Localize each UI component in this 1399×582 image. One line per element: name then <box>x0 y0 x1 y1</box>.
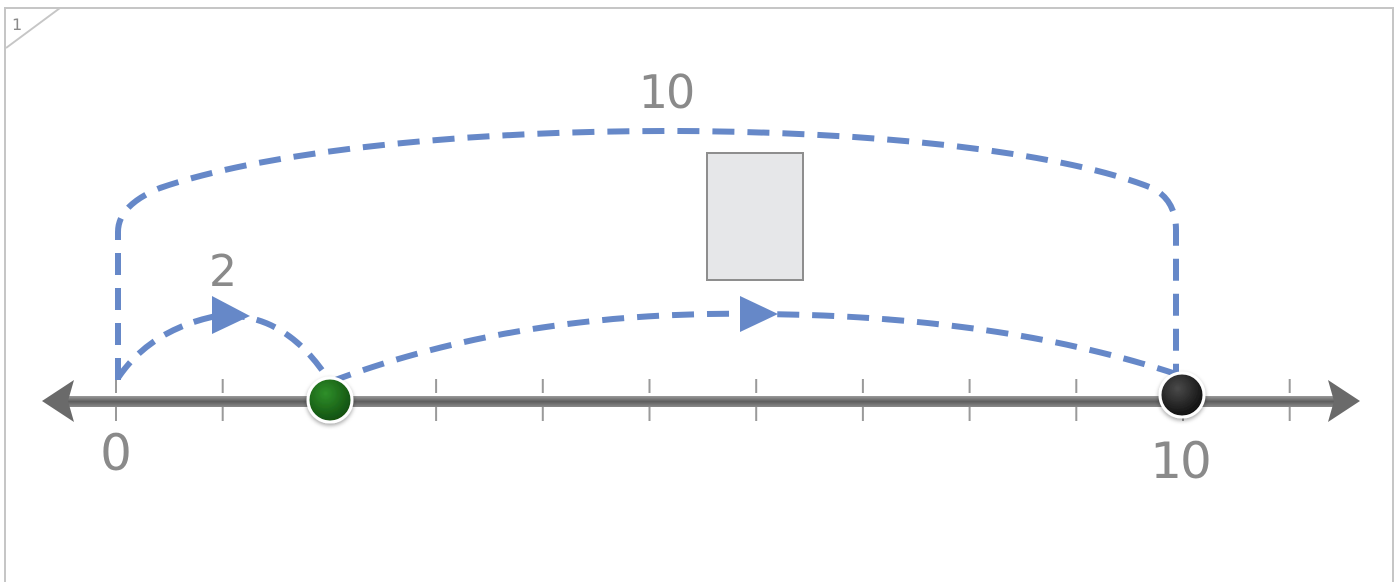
worksheet-card <box>4 7 1394 582</box>
answer-box[interactable] <box>706 152 804 281</box>
big-jump-label: 10 <box>639 65 694 119</box>
page-corner: 1 <box>5 7 61 49</box>
page-number: 1 <box>12 15 22 34</box>
green-point[interactable] <box>306 376 354 424</box>
small-jump-label: 2 <box>209 246 237 297</box>
big-jump-arc <box>115 128 1179 380</box>
black-point[interactable] <box>1158 371 1206 419</box>
small-jump-arc <box>115 312 333 384</box>
long-jump-arrow-icon <box>740 296 778 332</box>
start-label: 0 <box>100 424 132 482</box>
number-line-axis <box>42 380 1360 422</box>
left-arrow-icon <box>42 380 74 422</box>
end-label: 10 <box>1150 432 1210 490</box>
small-jump-arrow-icon <box>212 296 250 334</box>
axis-bar <box>62 396 1342 407</box>
right-arrow-icon <box>1328 380 1360 422</box>
